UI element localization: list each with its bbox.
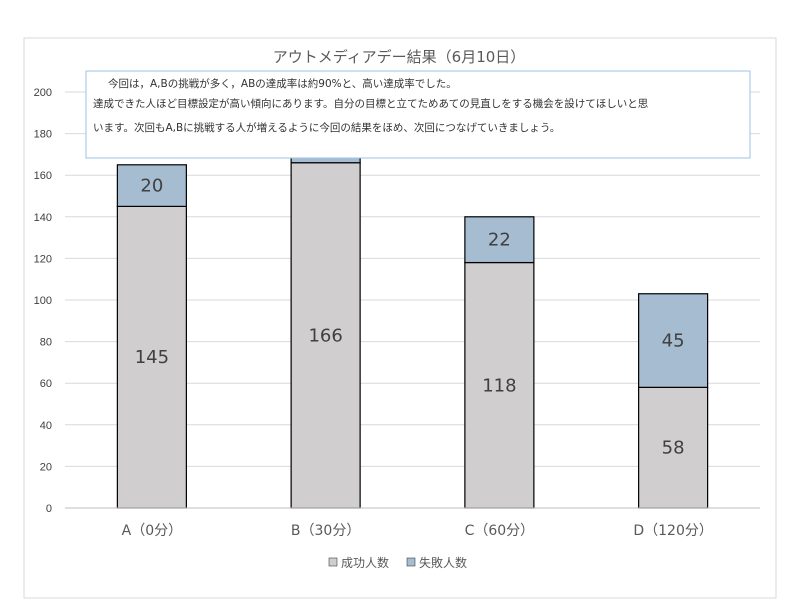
data-label-failure: 45 — [662, 331, 685, 352]
y-tick-label: 20 — [40, 461, 52, 473]
bar-success — [464, 261, 535, 509]
annotation-line-1: 今回は，A,Bの挑戦が多く，ABの達成率は約90%と、高い達成率でした。 — [108, 77, 457, 90]
bar-success — [638, 386, 709, 509]
y-tick-label: 200 — [34, 87, 52, 99]
bar-failure — [116, 164, 187, 208]
data-label-success: 118 — [482, 375, 516, 396]
y-tick-label: 160 — [34, 170, 52, 182]
y-tick-label: 180 — [34, 129, 52, 141]
legend-swatch-failure — [406, 557, 416, 567]
bar-failure — [464, 216, 535, 264]
data-label-failure: 20 — [140, 176, 163, 197]
annotation-line-3: います。次回もA,Bに挑戦する人が増えるように今回の結果をほめ、次回につなげてい… — [93, 121, 560, 134]
data-label-success: 58 — [662, 438, 685, 459]
y-tick-label: 120 — [34, 253, 52, 265]
x-category-label: B（30分） — [291, 523, 360, 539]
data-label-success: 145 — [135, 347, 169, 368]
bar-success — [116, 205, 187, 509]
bar-success — [290, 162, 361, 509]
annotation-box: 今回は，A,Bの挑戦が多く，ABの達成率は約90%と、高い達成率でした。 達成で… — [85, 70, 751, 159]
y-tick-label: 40 — [40, 420, 52, 432]
data-label-failure: 22 — [488, 230, 511, 251]
y-tick-label: 0 — [46, 503, 52, 515]
y-tick-label: 100 — [34, 295, 52, 307]
legend-swatch-success — [328, 557, 338, 567]
y-tick-label: 60 — [40, 378, 52, 390]
x-category-label: D（120分） — [633, 523, 713, 539]
legend-label-failure: 失敗人数 — [419, 555, 467, 570]
chart-title: アウトメディアデー結果（6月10日） — [273, 48, 526, 66]
data-label-success: 166 — [308, 325, 342, 346]
y-tick-label: 80 — [40, 337, 52, 349]
bar-failure — [638, 293, 709, 388]
annotation-line-2: 達成できた人ほど目標設定が高い傾向にあります。自分の目標と立てためあての見直しを… — [93, 97, 648, 110]
legend: 成功人数 失敗人数 — [328, 555, 467, 570]
x-category-label: A（0分） — [122, 523, 182, 539]
y-tick-label: 140 — [34, 212, 52, 224]
annotation-frame — [85, 70, 751, 159]
x-category-label: C（60分） — [465, 523, 535, 539]
legend-label-success: 成功人数 — [341, 555, 389, 570]
